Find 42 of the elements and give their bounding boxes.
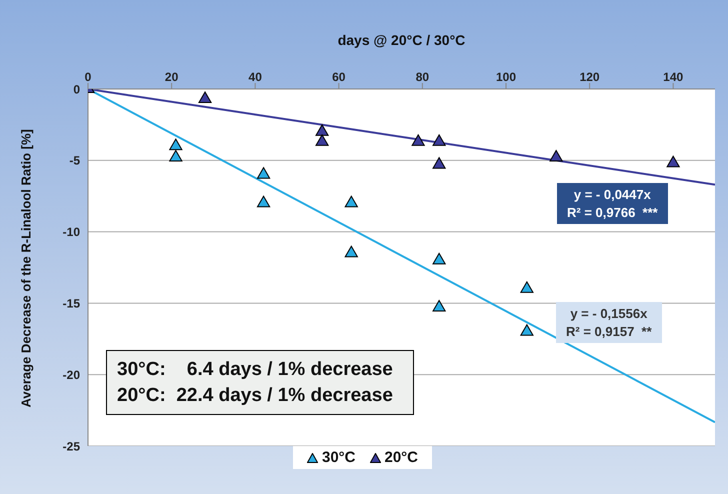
annotation: 30°C: 6.4 days / 1% decrease 20°C: 22.4 days / 1% decrease bbox=[117, 359, 393, 406]
x-tick-label: 40 bbox=[248, 70, 262, 84]
point bbox=[520, 281, 534, 293]
point bbox=[432, 134, 446, 146]
y-tick-label: -25 bbox=[62, 439, 80, 454]
point bbox=[316, 124, 329, 136]
x-tick-label: 60 bbox=[332, 70, 346, 84]
x-tick-label: 120 bbox=[580, 70, 600, 84]
y-tick-label: -10 bbox=[62, 225, 80, 240]
legend-label: 30°C bbox=[320, 449, 356, 466]
point bbox=[344, 246, 358, 258]
x-tick-label: 100 bbox=[496, 70, 516, 84]
point bbox=[256, 167, 270, 179]
point bbox=[550, 150, 563, 162]
point bbox=[520, 324, 534, 336]
point bbox=[412, 134, 425, 146]
point bbox=[169, 138, 182, 150]
y-axis-title: Average Decrease of the R-Linalool Ratio [%] bbox=[18, 129, 34, 408]
point bbox=[316, 134, 329, 146]
note-box: 30°C: 6.4 days / 1% decrease 20°C: 22.4 days / 1% decrease bbox=[106, 350, 414, 416]
point bbox=[198, 91, 212, 104]
point bbox=[432, 300, 446, 312]
y-tick-label: -5 bbox=[69, 154, 80, 168]
x-tick-label: 20 bbox=[164, 70, 179, 84]
legend-label: 20°C bbox=[384, 449, 418, 466]
x-tick-label: 140 bbox=[663, 70, 684, 84]
equation-box: y = - 0,0447x R² = 0,9766 *** bbox=[557, 183, 668, 224]
annotation: y = - 0,0447x R² = 0,9766 *** bbox=[567, 187, 658, 220]
point bbox=[169, 150, 182, 162]
point bbox=[256, 196, 270, 208]
equation-box: y = - 0,1556x R² = 0,9157 ** bbox=[556, 302, 662, 344]
x-axis-title: days @ 20°C / 30°C bbox=[338, 32, 466, 48]
y-tick-label: -20 bbox=[62, 368, 80, 382]
point bbox=[432, 252, 446, 264]
annotation: y = - 0,1556x R² = 0,9157 ** bbox=[566, 306, 652, 339]
x-tick-label: 80 bbox=[416, 70, 430, 84]
x-tick-label: 0 bbox=[84, 70, 92, 84]
point bbox=[344, 196, 358, 208]
point bbox=[666, 156, 680, 168]
point bbox=[432, 157, 446, 169]
y-tick-label: -15 bbox=[62, 296, 80, 310]
y-tick-label: 0 bbox=[73, 82, 80, 96]
